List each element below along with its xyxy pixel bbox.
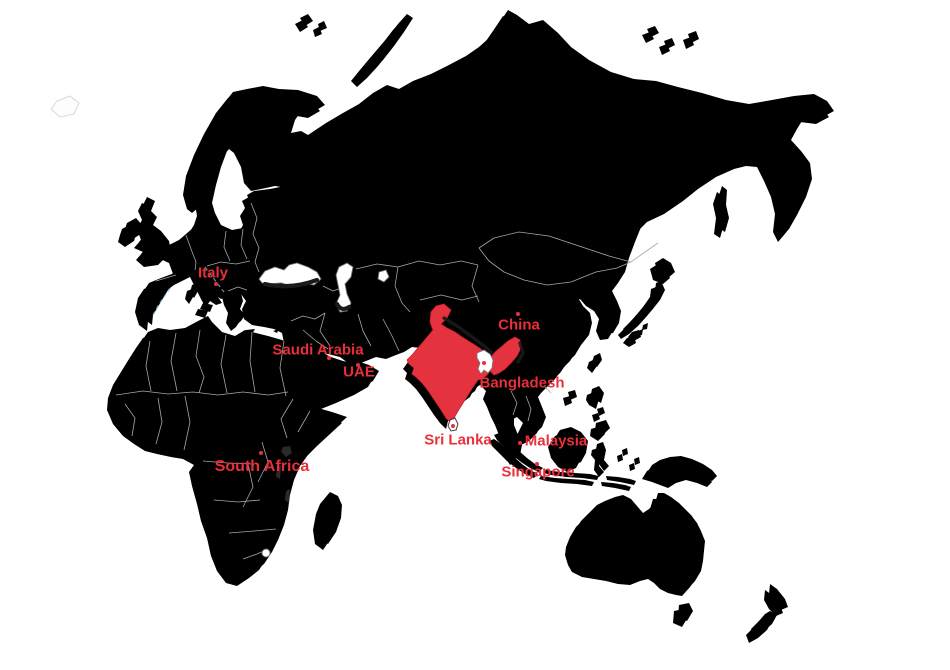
mediterranean-blue-hint-adriatic: [204, 266, 225, 293]
seas: [258, 262, 390, 313]
lesotho-outline: [261, 548, 271, 558]
highlight-india: [406, 303, 522, 424]
caspian-south-shadow: [334, 301, 352, 312]
aral-sea: [377, 269, 390, 283]
country-borders: [115, 202, 659, 560]
himalaya-ridge: [442, 316, 494, 355]
island-iceland: [50, 95, 80, 118]
african-lakes: [276, 446, 292, 503]
sri-lanka-outline: [447, 417, 459, 432]
land-layer: [112, 10, 834, 637]
black-sea: [258, 262, 322, 287]
black-sea-south-shadow: [262, 277, 320, 289]
assam-east-ridge: [516, 341, 525, 364]
mediterranean-blue-hint-spain: [152, 285, 173, 316]
